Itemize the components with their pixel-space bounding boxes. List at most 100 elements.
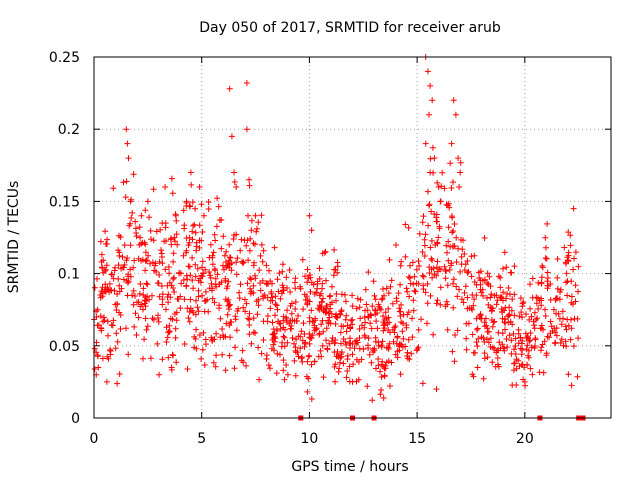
data-point: [190, 285, 197, 292]
data-point: [567, 336, 574, 343]
data-point: [252, 272, 259, 279]
data-point: [166, 270, 173, 277]
data-point: [300, 306, 307, 313]
data-point: [313, 289, 320, 296]
data-point: [196, 222, 203, 229]
data-point: [355, 376, 362, 383]
data-point: [94, 322, 101, 329]
data-point: [177, 305, 184, 312]
data-point: [299, 256, 306, 263]
data-point: [404, 349, 411, 356]
data-point: [480, 375, 487, 382]
data-point: [187, 169, 194, 176]
data-point: [518, 351, 525, 358]
data-point: [407, 275, 413, 281]
data-point: [156, 293, 163, 300]
data-point: [99, 355, 106, 362]
data-point: [543, 352, 550, 359]
data-points: [91, 54, 586, 421]
data-point: [245, 315, 251, 322]
data-point: [271, 338, 278, 345]
data-point: [450, 243, 457, 250]
data-point: [453, 259, 460, 265]
data-point: [340, 360, 347, 367]
data-point: [543, 255, 550, 262]
data-point: [163, 306, 169, 313]
data-point: [557, 340, 564, 346]
data-point: [342, 298, 349, 305]
data-point: [135, 314, 142, 321]
data-point: [497, 294, 504, 301]
data-point: [484, 270, 491, 277]
data-point: [476, 314, 483, 320]
data-point: [105, 332, 111, 339]
data-point: [279, 261, 286, 268]
data-point: [284, 339, 291, 346]
data-point: [184, 276, 191, 283]
data-point: [242, 308, 249, 315]
data-point: [373, 318, 380, 325]
data-point: [343, 342, 350, 348]
data-point: [270, 326, 277, 333]
data-point: [302, 339, 309, 346]
data-point: [189, 199, 196, 206]
data-point: [107, 346, 113, 353]
data-point: [528, 344, 535, 351]
data-point: [377, 368, 384, 375]
data-point: [372, 296, 379, 303]
data-point: [298, 328, 305, 335]
data-point: [127, 198, 134, 205]
data-point: [233, 327, 240, 334]
data-point: [458, 236, 464, 243]
data-point: [544, 220, 551, 227]
data-point: [502, 315, 508, 322]
data-point: [208, 334, 215, 341]
data-point: [120, 179, 127, 186]
data-point: [123, 325, 129, 332]
data-point: [270, 341, 277, 348]
data-point: [267, 365, 273, 372]
data-point: [428, 208, 435, 215]
data-point: [159, 220, 166, 227]
data-point: [136, 290, 143, 297]
data-point: [328, 338, 335, 345]
data-point: [474, 325, 481, 332]
data-point: [275, 288, 282, 295]
data-point: [375, 301, 382, 308]
data-point: [531, 309, 538, 316]
data-point: [133, 230, 140, 236]
data-point: [209, 295, 216, 302]
data-point: [231, 365, 238, 372]
data-point: [388, 359, 395, 366]
data-point: [308, 361, 315, 368]
data-point: [156, 371, 163, 378]
data-point: [138, 301, 145, 308]
data-point: [274, 350, 281, 357]
data-point: [103, 378, 110, 385]
data-point: [311, 358, 318, 365]
data-point: [226, 241, 233, 248]
data-point: [128, 215, 135, 221]
data-point: [393, 242, 399, 248]
x-tick-label: 15: [408, 431, 426, 447]
data-point: [265, 362, 272, 369]
data-point: [305, 353, 312, 360]
data-point: [329, 283, 335, 290]
data-point: [212, 267, 219, 274]
x-tick-labels: 0 5 10 15 20: [90, 431, 534, 447]
data-point: [131, 257, 138, 264]
data-point: [154, 280, 161, 286]
data-point: [544, 282, 551, 289]
data-point: [511, 312, 518, 319]
data-point: [572, 249, 579, 256]
data-point: [271, 244, 278, 251]
data-point: [156, 272, 163, 278]
data-point: [286, 320, 293, 327]
data-point: [332, 339, 338, 346]
data-point: [264, 313, 271, 319]
data-point: [471, 252, 478, 259]
data-point: [192, 335, 199, 342]
data-point: [188, 181, 195, 188]
data-point: [512, 335, 519, 342]
data-point: [266, 267, 272, 274]
